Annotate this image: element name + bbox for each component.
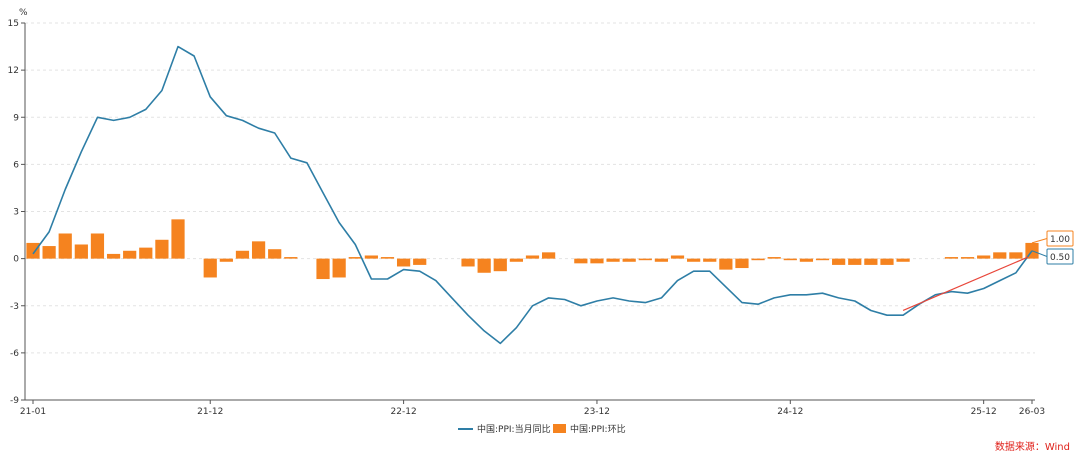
bar-ppi-mom	[703, 258, 717, 262]
bar-ppi-mom	[477, 258, 491, 273]
end-label-box	[1046, 248, 1074, 265]
bar-ppi-mom	[993, 252, 1007, 259]
end-label-leader	[1031, 238, 1048, 244]
bar-ppi-mom	[977, 255, 991, 259]
bar-ppi-mom	[525, 255, 540, 259]
bar-ppi-mom	[219, 258, 233, 262]
y-tick-label: -3	[10, 302, 19, 312]
bar-ppi-mom	[90, 233, 105, 259]
bar-ppi-mom	[171, 219, 185, 259]
bar-ppi-mom	[864, 258, 878, 265]
bar-ppi-mom	[799, 258, 814, 262]
bar-ppi-mom	[364, 255, 378, 259]
y-tick-label: -9	[10, 396, 19, 406]
trend-arrow-line	[902, 256, 1029, 312]
bar-ppi-mom	[74, 244, 88, 259]
bar-ppi-mom	[106, 253, 121, 259]
bar-ppi-mom	[960, 257, 975, 259]
line-series-ppi-yoy	[32, 45, 1033, 345]
end-label-text: 1.00	[1050, 235, 1070, 245]
end-label-box	[1046, 230, 1074, 247]
bar-ppi-mom	[638, 258, 652, 261]
bar-ppi-mom	[719, 258, 733, 270]
bar-ppi-mom	[316, 258, 330, 280]
bar-ppi-mom	[155, 239, 169, 259]
end-label-leader	[1031, 250, 1048, 257]
legend-item-line[interactable]: 中国:PPI:当月同比	[458, 423, 551, 435]
bar-ppi-mom	[42, 246, 56, 259]
bar-ppi-mom	[574, 258, 588, 264]
bar-ppi-mom	[880, 258, 894, 265]
y-tick-label: 6	[13, 160, 19, 170]
bar-ppi-mom	[123, 250, 137, 259]
bar-ppi-mom	[687, 258, 701, 262]
bar-ppi-mom	[670, 255, 685, 259]
bar-ppi-mom	[396, 258, 411, 267]
bar-ppi-mom	[832, 258, 846, 265]
bar-ppi-mom	[542, 252, 556, 259]
bar-ppi-mom	[509, 258, 523, 262]
bar-ppi-mom	[783, 258, 797, 261]
bar-ppi-mom	[461, 258, 475, 267]
legend-bar-swatch	[553, 424, 566, 433]
bar-ppi-mom	[735, 258, 749, 269]
x-tick-label: 23-12	[584, 407, 610, 417]
x-tick-label: 21-12	[197, 407, 223, 417]
bar-ppi-mom	[203, 258, 217, 278]
x-tick-label: 26-03	[1019, 407, 1045, 417]
bar-ppi-mom	[944, 257, 959, 259]
end-label-text: 0.50	[1050, 253, 1070, 263]
bar-ppi-mom	[413, 258, 427, 265]
bar-ppi-mom	[1009, 252, 1023, 259]
y-tick-label: 9	[13, 113, 19, 123]
x-tick-label: 24-12	[777, 407, 803, 417]
bar-ppi-mom	[751, 258, 765, 261]
bar-ppi-mom	[235, 250, 250, 259]
bar-ppi-mom	[26, 242, 40, 259]
x-tick-label: 25-12	[971, 407, 997, 417]
x-tick-label: 21-01	[20, 407, 46, 417]
y-tick-label: 12	[8, 66, 19, 76]
bar-ppi-mom	[332, 258, 346, 278]
bar-ppi-mom	[268, 249, 282, 259]
bar-ppi-mom	[896, 258, 910, 262]
axes: 15 12 9 6 3 0 -3 -6 -921-01 21-12 22-12 23-12 24-12 2…	[8, 19, 1046, 417]
bar-ppi-mom	[139, 247, 153, 259]
bar-ppi-mom	[284, 257, 298, 259]
legend-bar-label: 中国:PPI:环比	[570, 423, 626, 435]
bar-ppi-mom	[251, 241, 266, 259]
y-tick-label: 0	[13, 255, 19, 265]
bar-ppi-mom	[606, 258, 620, 262]
bar-series-ppi-mom	[26, 219, 1039, 280]
bar-ppi-mom	[590, 258, 604, 264]
y-tick-label: 15	[8, 19, 19, 29]
y-tick-label: 3	[13, 208, 19, 218]
bar-ppi-mom	[767, 257, 781, 259]
legend-item-bar[interactable]: 中国:PPI:环比	[553, 423, 626, 435]
bar-ppi-mom	[493, 258, 507, 272]
bar-ppi-mom	[815, 258, 830, 261]
bar-ppi-mom	[380, 257, 395, 259]
trend-annotation	[902, 256, 1029, 312]
x-tick-label: 22-12	[391, 407, 417, 417]
legend-line-label: 中国:PPI:当月同比	[477, 423, 551, 435]
bar-ppi-mom	[348, 257, 362, 259]
bar-ppi-mom	[848, 258, 862, 265]
bar-ppi-mom	[654, 258, 669, 262]
line-ppi-yoy	[32, 45, 1033, 345]
end-value-labels: 1.00 0.50	[1031, 230, 1074, 265]
y-tick-label: -6	[10, 349, 19, 359]
bar-ppi-mom	[622, 258, 636, 262]
grid-lines	[25, 22, 1035, 401]
data-source-note: 数据来源：Wind	[994, 442, 1070, 453]
bar-ppi-mom	[58, 233, 72, 259]
y-axis-unit-label: %	[19, 8, 28, 18]
legend: 中国:PPI:当月同比 中国:PPI:环比	[458, 423, 626, 435]
